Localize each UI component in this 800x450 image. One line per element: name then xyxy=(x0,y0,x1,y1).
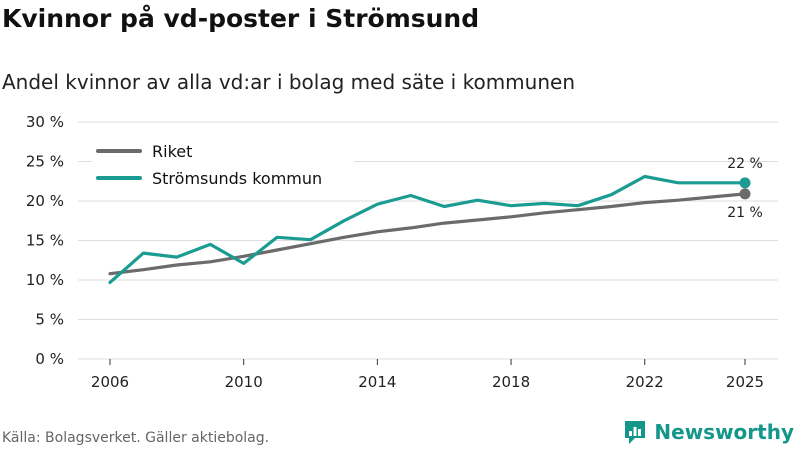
y-tick-label: 10 % xyxy=(26,271,64,289)
x-tick-label: 2018 xyxy=(492,373,530,391)
series-endpoint-riket xyxy=(739,188,751,200)
source-note: Källa: Bolagsverket. Gäller aktiebolag. xyxy=(2,430,270,446)
series-endpoint-kommun xyxy=(739,177,751,189)
y-tick-label: 0 % xyxy=(35,350,64,368)
end-label-kommun: 22 % xyxy=(727,156,763,172)
x-tick-label: 2014 xyxy=(358,373,396,391)
newsworthy-logo-icon xyxy=(625,421,646,444)
x-tick-label: 2025 xyxy=(726,373,764,391)
x-tick-label: 2022 xyxy=(626,373,664,391)
y-tick-label: 15 % xyxy=(26,232,64,250)
legend-background xyxy=(92,138,354,194)
y-tick-label: 20 % xyxy=(26,192,64,210)
brand-name: Newsworthy xyxy=(654,420,794,444)
series-line-riket xyxy=(108,192,747,276)
legend-label-riket: Riket xyxy=(152,142,192,161)
chart-title: Kvinnor på vd-poster i Strömsund xyxy=(2,4,480,33)
y-tick-label: 5 % xyxy=(35,311,64,329)
end-label-riket: 21 % xyxy=(727,205,763,221)
legend-label-kommun: Strömsunds kommun xyxy=(152,169,322,188)
series-line-kommun xyxy=(108,174,747,284)
x-tick-label: 2010 xyxy=(225,373,263,391)
line-chart: 0 % 5 % 10 % 15 % 20 % 25 % 30 % 2006 2010 2014 20… xyxy=(26,113,778,391)
y-tick-label: 30 % xyxy=(26,113,64,131)
brand-logo: Newsworthy xyxy=(622,419,794,445)
y-tick-label: 25 % xyxy=(26,153,64,171)
chart-subtitle: Andel kvinnor av alla vd:ar i bolag med … xyxy=(2,70,575,94)
x-tick-label: 2006 xyxy=(91,373,129,391)
